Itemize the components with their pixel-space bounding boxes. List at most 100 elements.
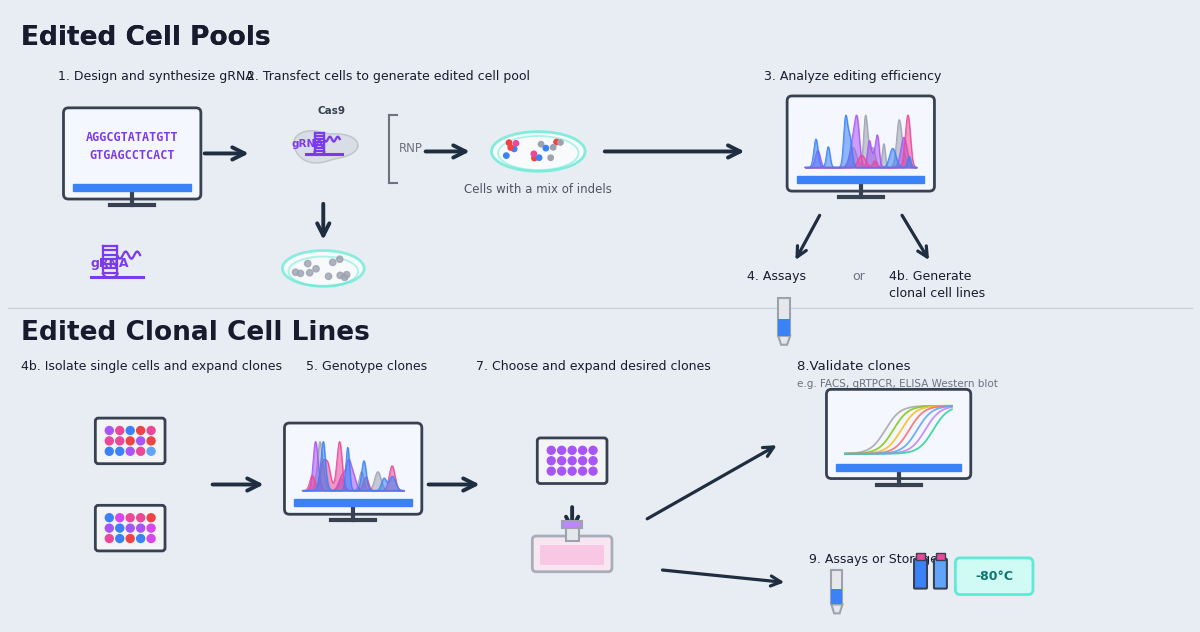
- Circle shape: [137, 535, 145, 542]
- Circle shape: [126, 514, 134, 521]
- Circle shape: [115, 437, 124, 445]
- Circle shape: [126, 437, 134, 445]
- FancyBboxPatch shape: [95, 506, 166, 551]
- Polygon shape: [294, 131, 358, 163]
- Circle shape: [536, 155, 541, 161]
- Circle shape: [547, 457, 556, 465]
- Text: 1. Design and synthesize gRNA: 1. Design and synthesize gRNA: [58, 70, 253, 83]
- Polygon shape: [832, 604, 842, 614]
- Circle shape: [578, 446, 587, 454]
- Circle shape: [342, 274, 348, 281]
- Circle shape: [508, 145, 514, 150]
- Circle shape: [589, 446, 598, 454]
- Circle shape: [115, 447, 124, 455]
- Circle shape: [568, 446, 576, 454]
- Circle shape: [532, 155, 538, 161]
- Text: 4b. Generate
clonal cell lines: 4b. Generate clonal cell lines: [889, 270, 985, 300]
- Circle shape: [547, 467, 556, 475]
- Bar: [832, 570, 842, 604]
- Circle shape: [343, 272, 350, 278]
- Circle shape: [532, 151, 536, 157]
- Circle shape: [293, 269, 299, 276]
- Circle shape: [126, 427, 134, 434]
- FancyBboxPatch shape: [787, 96, 935, 191]
- Text: 4. Assays: 4. Assays: [748, 270, 806, 283]
- Circle shape: [148, 437, 155, 445]
- Bar: [540, 545, 604, 565]
- Circle shape: [548, 155, 553, 161]
- Circle shape: [511, 146, 517, 152]
- Bar: [797, 176, 924, 183]
- Circle shape: [106, 514, 113, 521]
- Text: Cells with a mix of indels: Cells with a mix of indels: [464, 183, 612, 196]
- Circle shape: [558, 140, 563, 145]
- Circle shape: [554, 139, 559, 145]
- Circle shape: [106, 427, 113, 434]
- FancyBboxPatch shape: [64, 108, 200, 199]
- Text: AGGCGTATATGTT
GTGAGCCTCACT: AGGCGTATATGTT GTGAGCCTCACT: [86, 131, 179, 162]
- Text: -80°C: -80°C: [976, 569, 1013, 583]
- Circle shape: [106, 447, 113, 455]
- Bar: [562, 521, 582, 528]
- Circle shape: [336, 256, 343, 262]
- FancyBboxPatch shape: [538, 438, 607, 483]
- Text: 8.Validate clones: 8.Validate clones: [797, 360, 911, 373]
- Text: e.g. FACS, qRTPCR, ELISA Western blot: e.g. FACS, qRTPCR, ELISA Western blot: [797, 379, 998, 389]
- Bar: [916, 554, 925, 561]
- Circle shape: [325, 273, 331, 279]
- Text: Edited Cell Pools: Edited Cell Pools: [20, 25, 270, 51]
- Circle shape: [558, 446, 565, 454]
- Circle shape: [514, 141, 518, 146]
- Circle shape: [106, 524, 113, 532]
- Text: gRNA: gRNA: [292, 138, 324, 149]
- Text: Cas9: Cas9: [317, 106, 346, 116]
- Circle shape: [137, 524, 145, 532]
- Circle shape: [148, 535, 155, 542]
- Circle shape: [115, 535, 124, 542]
- Text: Edited Clonal Cell Lines: Edited Clonal Cell Lines: [20, 320, 370, 346]
- Polygon shape: [778, 336, 790, 344]
- Circle shape: [106, 535, 113, 542]
- Circle shape: [115, 427, 124, 434]
- Circle shape: [547, 446, 556, 454]
- Circle shape: [137, 447, 145, 455]
- Text: 3. Analyze editing efficiency: 3. Analyze editing efficiency: [764, 70, 942, 83]
- Ellipse shape: [492, 131, 586, 171]
- Circle shape: [504, 153, 509, 158]
- Bar: [836, 464, 961, 471]
- FancyBboxPatch shape: [934, 559, 947, 588]
- FancyBboxPatch shape: [533, 536, 612, 572]
- Circle shape: [137, 437, 145, 445]
- Circle shape: [298, 270, 304, 277]
- Circle shape: [306, 270, 313, 276]
- Circle shape: [148, 514, 155, 521]
- Bar: [73, 184, 191, 191]
- Circle shape: [137, 514, 145, 521]
- Circle shape: [568, 457, 576, 465]
- FancyBboxPatch shape: [914, 559, 926, 588]
- Circle shape: [106, 437, 113, 445]
- Text: Edited Cell Pools: Edited Cell Pools: [20, 25, 270, 51]
- Circle shape: [558, 457, 565, 465]
- Circle shape: [126, 524, 134, 532]
- Circle shape: [551, 145, 556, 150]
- Text: 2. Transfect cells to generate edited cell pool: 2. Transfect cells to generate edited ce…: [247, 70, 529, 83]
- Circle shape: [115, 524, 124, 532]
- FancyBboxPatch shape: [284, 423, 422, 514]
- Bar: [778, 298, 790, 336]
- Circle shape: [539, 142, 544, 147]
- Circle shape: [126, 447, 134, 455]
- Circle shape: [115, 514, 124, 521]
- Circle shape: [148, 447, 155, 455]
- Circle shape: [589, 467, 598, 475]
- Circle shape: [506, 140, 511, 145]
- Circle shape: [305, 260, 311, 267]
- Text: RNP: RNP: [398, 142, 422, 155]
- Bar: [294, 499, 412, 506]
- Circle shape: [126, 535, 134, 542]
- Text: 4b. Isolate single cells and expand clones: 4b. Isolate single cells and expand clon…: [20, 360, 282, 373]
- Circle shape: [578, 467, 587, 475]
- Circle shape: [544, 145, 548, 151]
- Circle shape: [148, 524, 155, 532]
- Circle shape: [589, 457, 598, 465]
